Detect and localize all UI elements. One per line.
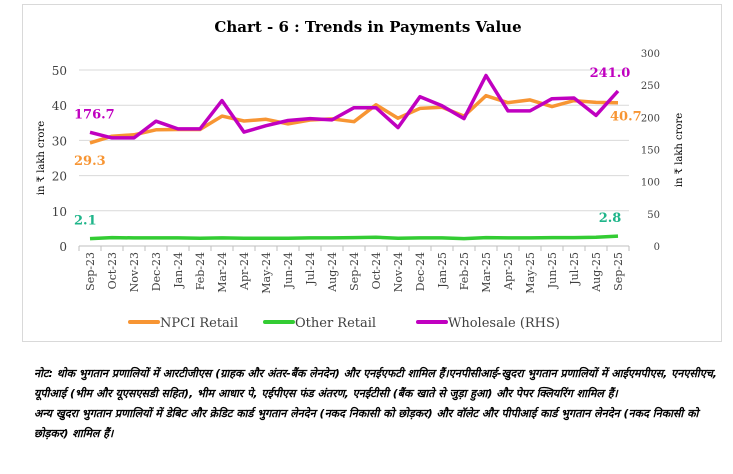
x-tick-label: Apr-25	[502, 252, 515, 291]
data-label-first: 176.7	[74, 107, 115, 122]
x-tick-label: Jan-25	[436, 252, 449, 289]
y-tick-label: 10	[52, 205, 67, 219]
x-tick-label: May-24	[260, 252, 273, 294]
data-label-last: 40.7	[610, 110, 642, 125]
x-tick-label: Jun-24	[282, 252, 295, 289]
x-tick-label: Sep-25	[612, 252, 625, 291]
note-line-1: नोट: थोक भुगतान प्रणालियों में आरटीजीएस …	[34, 367, 717, 400]
x-tick-label: Jul-25	[568, 252, 581, 286]
y-tick-label: 30	[52, 134, 67, 148]
data-label-last: 2.8	[599, 211, 622, 226]
y2-tick-label: 50	[647, 210, 660, 221]
x-tick-label: Jul-24	[304, 252, 317, 286]
x-tick-label: Feb-25	[458, 252, 471, 290]
y2-tick-label: 300	[641, 49, 660, 60]
y2-tick-label: 150	[641, 146, 660, 157]
y2-tick-label: 200	[641, 113, 660, 124]
y-tick-label: 0	[59, 240, 67, 254]
x-tick-label: Sep-23	[84, 252, 97, 291]
x-tick-label: Sep-24	[348, 252, 361, 291]
x-tick-label: Jan-24	[172, 252, 185, 289]
x-tick-label: Aug-25	[590, 252, 603, 293]
x-tick-label: Nov-23	[128, 252, 141, 292]
y2-tick-label: 250	[641, 81, 660, 92]
legend-entry: Wholesale (RHS)	[448, 316, 560, 331]
payments-value-chart: Chart - 6 : Trends in Payments Value in …	[36, 18, 685, 331]
x-tick-label: Aug-24	[326, 252, 339, 293]
series-line-other-retail	[89, 234, 619, 241]
y2-tick-label: 100	[641, 178, 660, 189]
y-tick-label: 50	[52, 64, 67, 78]
data-label-first: 29.3	[74, 154, 106, 169]
data-label-first: 2.1	[74, 214, 97, 229]
x-tick-label: Dec-24	[414, 252, 427, 291]
x-tick-label: Jun-25	[546, 252, 559, 289]
x-tick-label: Oct-23	[106, 252, 119, 289]
legend-entry: Other Retail	[295, 316, 376, 331]
x-tick-label: Mar-25	[480, 252, 493, 293]
legend-entry: NPCI Retail	[160, 316, 238, 331]
y2-tick-label: 0	[654, 242, 660, 253]
x-tick-label: Apr-24	[238, 252, 251, 291]
x-tick-label: Dec-23	[150, 252, 163, 291]
y2-axis-label: in ₹ lakh crore	[674, 113, 685, 187]
y-tick-label: 40	[52, 99, 67, 113]
note-line-2: अन्य खुदरा भुगतान प्रणालियों में डेबिट औ…	[34, 407, 699, 440]
x-tick-label: Mar-24	[216, 252, 229, 293]
chart-title: Chart - 6 : Trends in Payments Value	[214, 18, 521, 36]
y-axis-label: in ₹ lakh crore	[36, 121, 47, 195]
series-line-npci-retail	[89, 93, 619, 145]
x-tick-label: May-25	[524, 252, 537, 294]
y-tick-label: 20	[52, 170, 67, 184]
chart-frame	[22, 4, 722, 342]
x-tick-label: Nov-24	[392, 252, 405, 292]
data-label-last: 241.0	[590, 66, 631, 81]
x-tick-label: Feb-24	[194, 252, 207, 290]
x-tick-label: Oct-24	[370, 252, 383, 289]
note-text: नोट: थोक भुगतान प्रणालियों में आरटीजीएस …	[34, 364, 724, 444]
